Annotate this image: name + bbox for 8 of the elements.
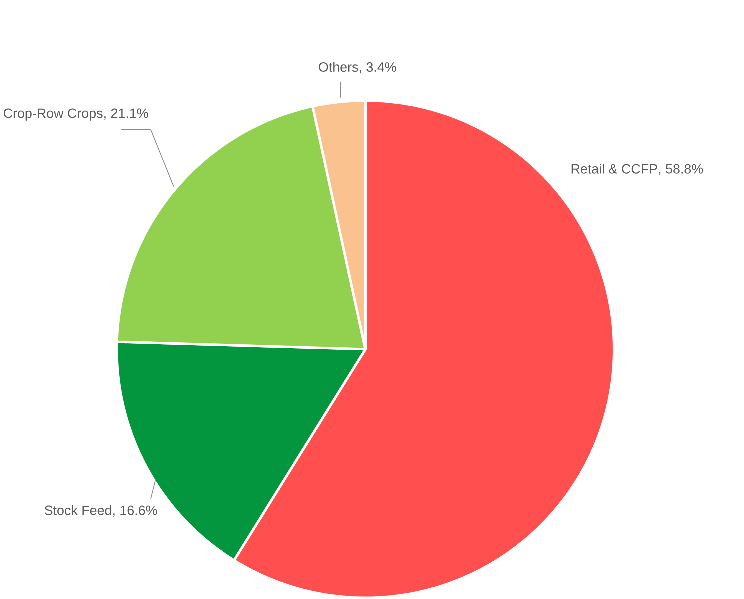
data-label: , 21.1% [104,108,148,120]
slice-label: Others [319,62,358,72]
data-label: , 16.6% [113,506,158,517]
data-label: , 3.4% [360,62,396,74]
slice-label: Stock Feed [44,505,112,516]
slice-label: Retail & CCFP [572,164,658,174]
data-label: , 58.8% [659,164,704,176]
slice-label: Crop-Row Crops [4,108,103,121]
